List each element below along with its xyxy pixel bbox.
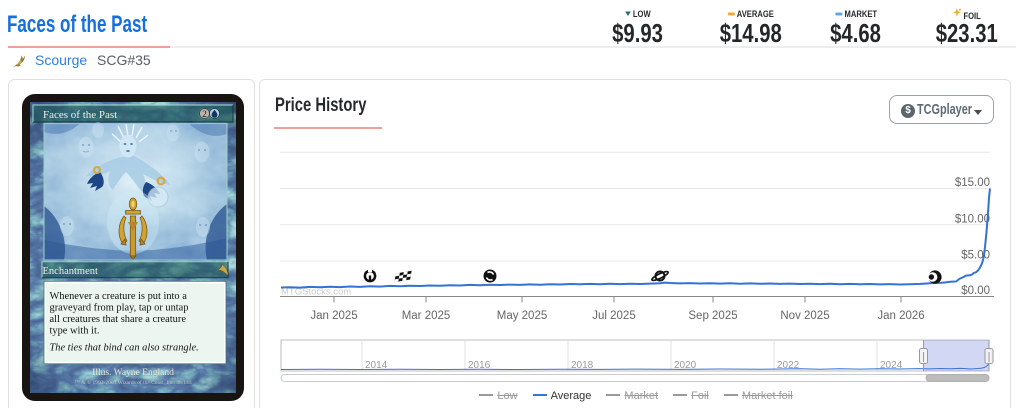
svg-text:graveyard from play, tap or un: graveyard from play, tap or untap	[50, 303, 189, 314]
svg-text:Faces of the Past: Faces of the Past	[43, 109, 117, 121]
svg-text:2: 2	[202, 109, 207, 119]
svg-text:Illus. Wayne England: Illus. Wayne England	[92, 368, 174, 378]
svg-text:$0.00: $0.00	[961, 285, 990, 297]
svg-text:May 2025: May 2025	[497, 310, 548, 322]
svg-text:2022: 2022	[777, 360, 800, 371]
svg-text:The ties that bind can also st: The ties that bind can also strangle.	[50, 343, 199, 354]
svg-text:$15.00: $15.00	[955, 177, 990, 189]
svg-text:Whenever a creature is put int: Whenever a creature is put into a	[50, 291, 188, 302]
svg-text:2014: 2014	[365, 360, 388, 371]
svg-text:Jan 2025: Jan 2025	[310, 310, 357, 322]
svg-text:$5.00: $5.00	[961, 250, 990, 262]
svg-text:2018: 2018	[571, 360, 594, 371]
svg-text:MTGStocks.com: MTGStocks.com	[281, 287, 351, 298]
svg-text:all creatures that share a cre: all creatures that share a creature	[50, 314, 187, 325]
svg-text:Enchantment: Enchantment	[43, 266, 98, 277]
svg-text:2016: 2016	[468, 360, 491, 371]
svg-text:™ & © 1993-2003 Wizards of the: ™ & © 1993-2003 Wizards of the Coast, In…	[75, 379, 192, 386]
svg-text:2024: 2024	[880, 360, 903, 371]
svg-text:Nov 2025: Nov 2025	[780, 310, 829, 322]
svg-text:type with it.: type with it.	[50, 326, 100, 337]
svg-text:Sep 2025: Sep 2025	[688, 310, 737, 322]
svg-text:Jul 2025: Jul 2025	[592, 310, 635, 322]
svg-text:$10.00: $10.00	[955, 213, 990, 225]
svg-text:Mar 2025: Mar 2025	[402, 310, 451, 322]
svg-text:2020: 2020	[674, 360, 697, 371]
svg-text:Jan 2026: Jan 2026	[877, 310, 924, 322]
